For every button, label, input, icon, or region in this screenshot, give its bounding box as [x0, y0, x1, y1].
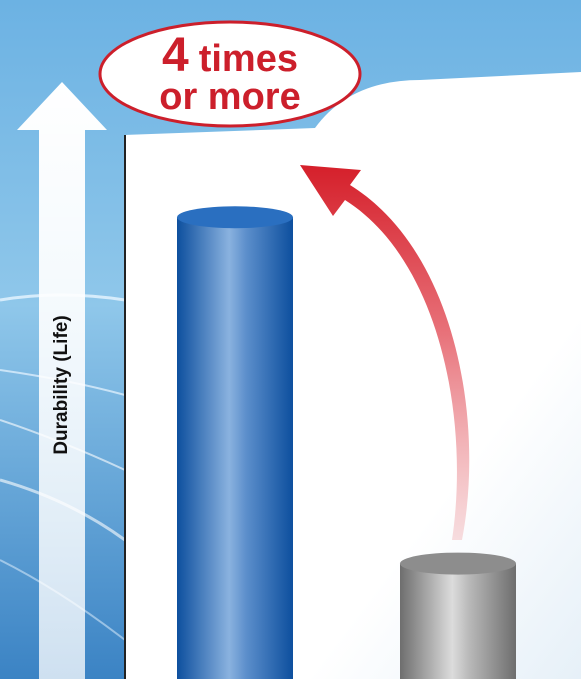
annotation-line2: or more — [159, 76, 301, 118]
annotation-callout: 4 times or more — [98, 22, 362, 126]
bar-blue-body — [177, 217, 293, 679]
bar-blue-cap — [177, 206, 293, 229]
bar-gray — [400, 552, 516, 679]
growth-arrow — [300, 165, 470, 540]
annotation-value: 4 — [162, 29, 189, 82]
bars-layer — [177, 206, 516, 679]
bar-gray-body — [400, 563, 516, 679]
annotation-word: times — [198, 38, 298, 80]
y-axis-arrow-shape — [17, 82, 107, 679]
bar-blue — [177, 206, 293, 679]
bar-gray-cap — [400, 552, 516, 575]
callout-ellipse — [98, 20, 362, 128]
y-axis-label: Durability (Life) — [51, 315, 72, 455]
